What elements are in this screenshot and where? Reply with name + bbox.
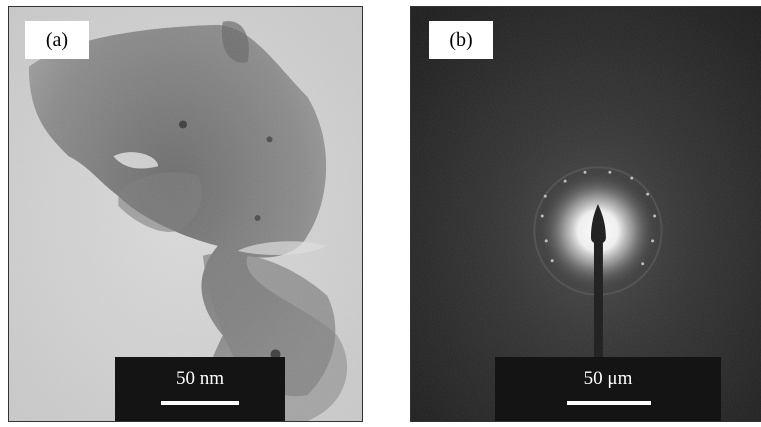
scale-bar-label-b: 50 μm [583, 368, 633, 389]
scale-bar-label-a: 50 nm [175, 368, 225, 389]
tem-image-panel: (a) 50 nm [8, 6, 363, 422]
panel-label-b: (b) [429, 21, 493, 59]
tem-micrograph [9, 7, 362, 421]
panel-label-a: (a) [25, 21, 89, 59]
scale-bar-b [567, 401, 651, 405]
scale-bar-box-b: 50 μm [495, 357, 721, 421]
scale-bar-a [161, 401, 239, 405]
scale-bar-box-a: 50 nm [115, 357, 285, 421]
diffraction-image-panel: (b) 50 μm [410, 6, 761, 422]
diffraction-pattern [411, 7, 761, 421]
